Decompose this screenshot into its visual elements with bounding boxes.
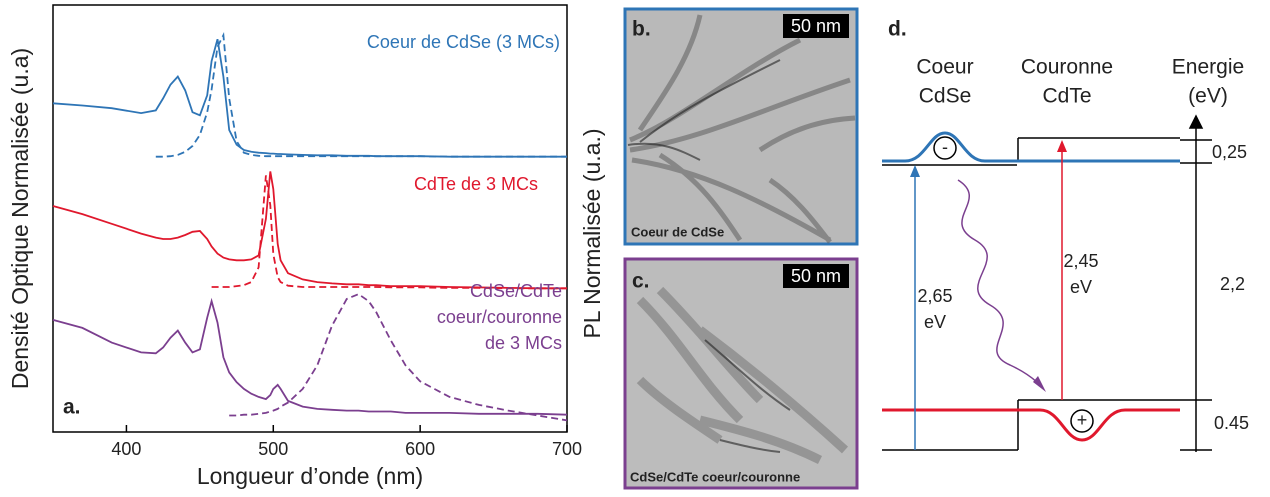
curve-label: CdSe/CdTe bbox=[470, 281, 562, 301]
electron: - bbox=[942, 137, 948, 157]
spectrum-line bbox=[211, 175, 567, 290]
x-axis-label: Longueur d’onde (nm) bbox=[197, 463, 423, 489]
y2-axis-label: PL Normalisée (u.a.) bbox=[579, 128, 605, 338]
gap-label: 2,65 bbox=[917, 286, 952, 306]
panel-label: c. bbox=[632, 270, 650, 293]
spectrum-line bbox=[155, 32, 567, 158]
curve-label: coeur/couronne bbox=[437, 307, 562, 327]
band-diagram: d. Coeur CdSe Couronne CdTe Energie (eV)… bbox=[882, 18, 1249, 452]
offset-label: 0,25 bbox=[1212, 142, 1247, 162]
curve-label: de 3 MCs bbox=[485, 333, 562, 353]
curve-label: CdTe de 3 MCs bbox=[414, 174, 538, 194]
caption: Coeur de CdSe bbox=[631, 224, 724, 239]
crown-label: CdTe bbox=[1042, 85, 1091, 108]
scale-bar: 50 nm bbox=[791, 16, 841, 36]
tem-image-c: 50 nm c. CdSe/CdTe coeur/couronne bbox=[623, 257, 859, 490]
hole: + bbox=[1077, 410, 1088, 430]
x-tick-label: 400 bbox=[111, 439, 141, 459]
panel-label: b. bbox=[632, 18, 651, 41]
gap-label: 2,45 bbox=[1063, 251, 1098, 271]
energy-label: (eV) bbox=[1188, 85, 1228, 108]
core-label: Coeur bbox=[916, 56, 973, 79]
energy-label: Energie bbox=[1172, 56, 1244, 79]
core-label: CdSe bbox=[919, 85, 972, 108]
x-tick-label: 500 bbox=[258, 439, 288, 459]
crown-label: Couronne bbox=[1021, 56, 1113, 79]
panel-label: d. bbox=[888, 18, 907, 41]
offset-label: 0.45 bbox=[1214, 413, 1249, 433]
spectrum-line bbox=[52, 171, 567, 290]
tem-image-b: 50 nm b. Coeur de CdSe bbox=[623, 7, 859, 246]
caption: CdSe/CdTe coeur/couronne bbox=[630, 469, 800, 484]
spectrum-line bbox=[52, 38, 567, 158]
plot-frame bbox=[52, 4, 568, 433]
gap-label: eV bbox=[1070, 277, 1092, 297]
offset-label: 2,2 bbox=[1220, 274, 1245, 294]
gap-label: eV bbox=[924, 312, 946, 332]
y-axis-label: Densité Optique Normalisée (u.a) bbox=[7, 48, 33, 389]
curve-label: Coeur de CdSe (3 MCs) bbox=[367, 32, 560, 52]
panel-label: a. bbox=[63, 396, 81, 419]
x-tick-label: 700 bbox=[552, 439, 582, 459]
spectrum-line bbox=[52, 297, 568, 416]
x-tick-label: 600 bbox=[405, 439, 435, 459]
scale-bar: 50 nm bbox=[791, 266, 841, 286]
spectrum-line bbox=[229, 293, 568, 422]
